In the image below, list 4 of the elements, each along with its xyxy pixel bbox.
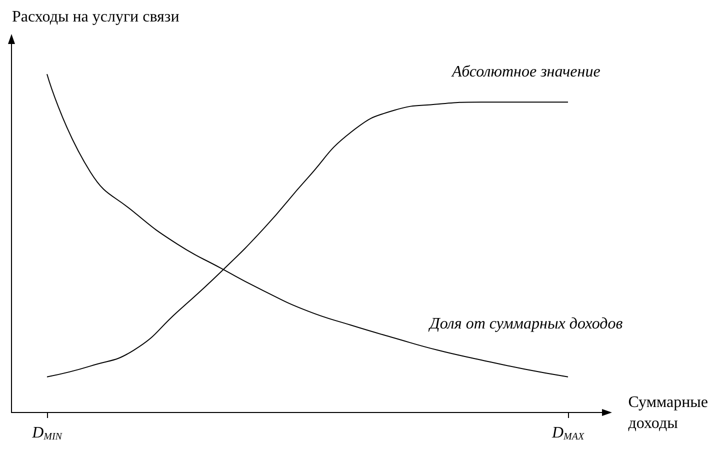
series-label: Доля от суммарных доходов <box>428 315 623 332</box>
series-label: Абсолютное значение <box>451 64 600 81</box>
x-axis-title: Суммарные доходы <box>628 394 708 432</box>
y-axis-title: Расходы на услуги связи <box>12 8 180 26</box>
